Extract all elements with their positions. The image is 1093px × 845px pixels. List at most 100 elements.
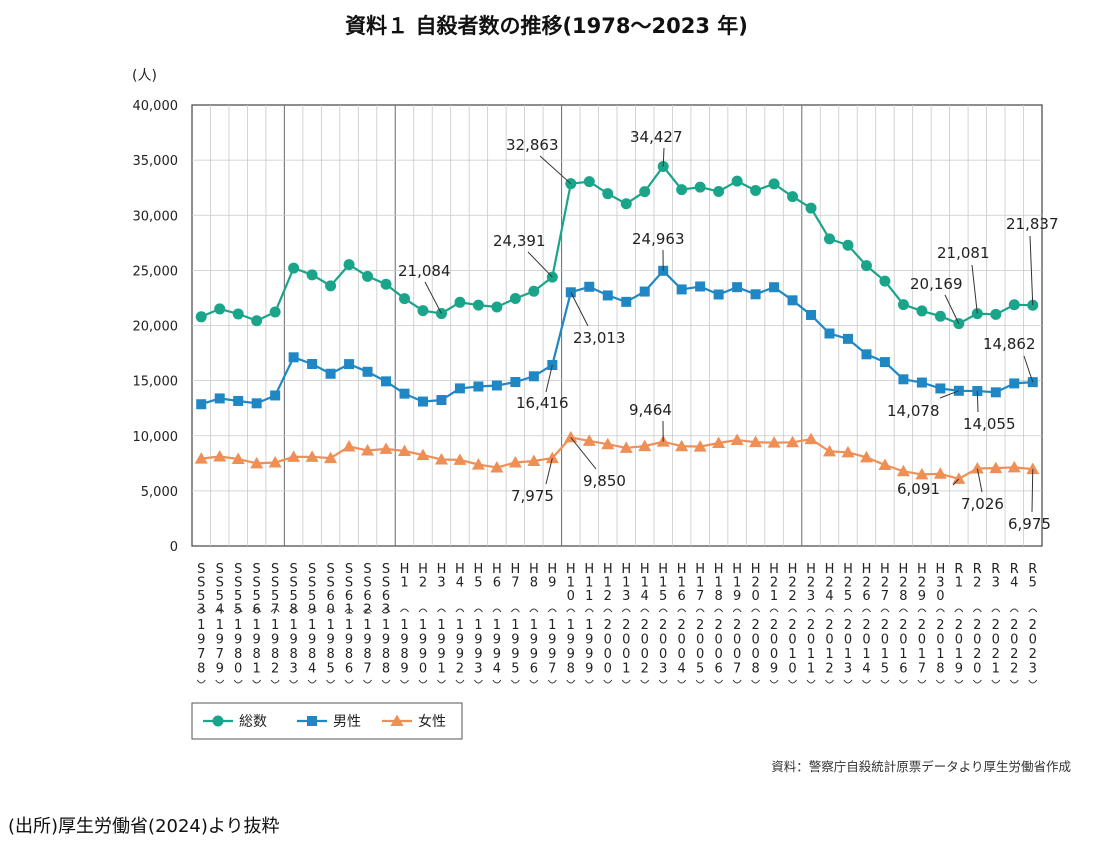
bracket-close bbox=[640, 679, 650, 684]
data-point bbox=[343, 259, 355, 271]
data-point bbox=[732, 282, 743, 293]
bracket-open bbox=[400, 608, 409, 613]
data-point bbox=[381, 376, 392, 387]
annotation-leader bbox=[939, 390, 960, 399]
y-tick-label: 15,000 bbox=[133, 375, 179, 390]
data-point bbox=[602, 290, 613, 301]
data-point bbox=[859, 450, 873, 463]
bracket-close bbox=[233, 679, 243, 684]
bracket-close bbox=[769, 679, 779, 684]
bracket-close bbox=[418, 679, 428, 684]
bracket-close bbox=[898, 679, 908, 684]
data-point bbox=[952, 472, 966, 484]
data-point bbox=[675, 439, 689, 452]
data-point bbox=[491, 380, 502, 391]
y-tick-label: 30,000 bbox=[133, 209, 179, 224]
data-point bbox=[305, 450, 319, 462]
data-point bbox=[361, 444, 375, 456]
bracket-close bbox=[529, 679, 539, 684]
bracket-close bbox=[751, 679, 761, 684]
annotation-leader bbox=[527, 251, 553, 278]
data-point bbox=[1008, 299, 1020, 311]
bracket-open bbox=[677, 608, 687, 613]
annotation-leader bbox=[1023, 355, 1034, 383]
data-point bbox=[584, 281, 595, 292]
data-label: 7,026 bbox=[961, 495, 1004, 513]
data-point bbox=[915, 467, 929, 480]
data-point bbox=[601, 437, 615, 450]
legend-marker bbox=[390, 714, 404, 726]
bracket-open bbox=[862, 608, 871, 613]
data-point bbox=[805, 202, 817, 214]
data-point bbox=[214, 393, 225, 404]
data-point bbox=[898, 374, 909, 385]
data-point bbox=[194, 452, 208, 464]
bracket-close bbox=[547, 679, 557, 684]
data-point bbox=[491, 301, 503, 313]
annotation-leader bbox=[976, 468, 983, 493]
bracket-open bbox=[455, 608, 465, 613]
data-point bbox=[621, 296, 632, 307]
bracket-open bbox=[196, 608, 206, 613]
bracket-open bbox=[363, 608, 372, 613]
bracket-open bbox=[289, 608, 299, 613]
bracket-close bbox=[270, 679, 280, 684]
bracket-open bbox=[714, 608, 724, 613]
data-point bbox=[231, 452, 245, 464]
data-point bbox=[676, 184, 688, 196]
bracket-close bbox=[492, 679, 502, 684]
bracket-open bbox=[510, 608, 520, 613]
bracket-close bbox=[381, 679, 391, 684]
data-point bbox=[769, 282, 780, 293]
annotation-leader bbox=[952, 478, 960, 486]
y-tick-label: 0 bbox=[170, 540, 178, 555]
data-point bbox=[638, 439, 652, 452]
bracket-open bbox=[991, 608, 1001, 613]
bracket-open bbox=[880, 608, 890, 613]
annotation-leader bbox=[662, 147, 665, 167]
annotation-leader bbox=[976, 391, 979, 413]
data-label: 6,975 bbox=[1008, 515, 1051, 533]
bracket-close bbox=[732, 679, 742, 684]
data-point bbox=[842, 333, 853, 344]
bracket-close bbox=[788, 679, 797, 684]
data-point bbox=[436, 395, 447, 406]
data-label: 9,464 bbox=[629, 401, 672, 419]
data-point bbox=[232, 308, 244, 320]
data-point bbox=[453, 453, 467, 465]
